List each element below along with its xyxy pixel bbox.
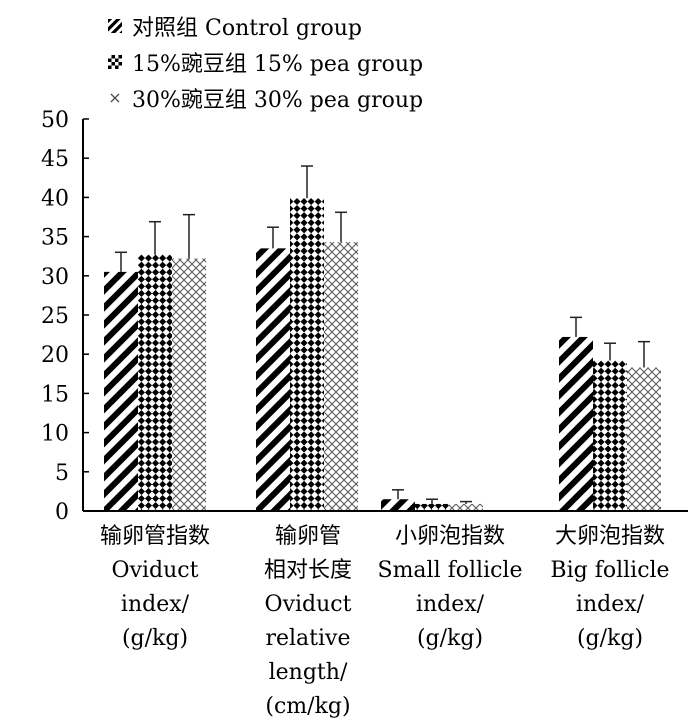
y-tick-label: 35	[41, 226, 69, 251]
x-label-line: (g/kg)	[121, 626, 189, 651]
legend: 对照组 Control group 15%豌豆组 15% pea group ×…	[108, 8, 423, 116]
legend-item-30pea: × 30%豌豆组 30% pea group	[108, 80, 423, 116]
error-bars	[83, 165, 688, 512]
x-label-line: (g/kg)	[576, 626, 644, 651]
legend-item-control: 对照组 Control group	[108, 8, 423, 44]
x-label-line: index/	[575, 592, 645, 617]
y-tick-label: 5	[55, 461, 69, 486]
bar-control	[559, 336, 593, 511]
x-label-small-follicle: 小卵泡指数 Small follicle index/ (g/kg)	[370, 520, 530, 656]
y-axis: 0 5 10 15 20 25 30 35 40 45 50	[41, 108, 89, 525]
bar-control	[381, 499, 415, 511]
bar-15pea	[415, 503, 449, 511]
bar-control	[256, 248, 290, 512]
legend-label-30pea: 30%豌豆组 30% pea group	[132, 88, 424, 113]
bar-15pea	[290, 198, 324, 511]
x-label-line: Oviduct	[264, 592, 352, 617]
bars	[104, 198, 661, 512]
x-label-line: relative	[265, 626, 351, 651]
y-tick-label: 10	[41, 422, 69, 447]
bar-30pea	[324, 242, 358, 511]
x-label-line: 相对长度	[263, 558, 352, 583]
y-tick-label: 15	[41, 382, 69, 407]
y-tick-label: 0	[55, 500, 69, 525]
y-tick-label: 30	[41, 265, 69, 290]
x-label-oviduct-index: 输卵管指数 Oviduct index/ (g/kg)	[75, 520, 235, 656]
x-label-line: Small follicle	[377, 558, 523, 583]
y-tick-label: 20	[41, 343, 69, 368]
x-label-line: Oviduct	[111, 558, 199, 583]
x-label-line: (cm/kg)	[265, 694, 351, 719]
x-label-oviduct-length: 输卵管 相对长度 Oviduct relative length/ (cm/kg…	[228, 520, 388, 724]
x-label-line: index/	[415, 592, 485, 617]
legend-label-15pea: 15%豌豆组 15% pea group	[132, 52, 424, 77]
x-label-line: length/	[268, 660, 348, 685]
y-tick-label: 45	[41, 147, 69, 172]
x-label-big-follicle: 大卵泡指数 Big follicle index/ (g/kg)	[530, 520, 690, 656]
legend-swatch-checker	[108, 55, 122, 69]
x-label-line: (g/kg)	[416, 626, 484, 651]
bar-15pea	[138, 254, 172, 511]
legend-item-15pea: 15%豌豆组 15% pea group	[108, 44, 423, 80]
x-label-line: 输卵管指数	[99, 524, 210, 549]
bar-30pea	[172, 258, 206, 511]
bar-30pea	[627, 367, 661, 511]
x-label-line: 小卵泡指数	[394, 524, 505, 549]
legend-swatch-crosshatch: ×	[108, 88, 122, 107]
bar-30pea	[449, 503, 483, 511]
x-label-line: 大卵泡指数	[554, 524, 665, 549]
legend-swatch-stripes	[108, 19, 122, 33]
y-tick-label: 25	[41, 304, 69, 329]
bar-control	[104, 271, 138, 511]
y-tick-label: 40	[41, 186, 69, 211]
x-label-line: 输卵管	[274, 524, 341, 549]
bar-15pea	[593, 360, 627, 511]
legend-label-control: 对照组 Control group	[132, 16, 362, 41]
y-tick-label: 50	[41, 108, 69, 133]
x-label-line: index/	[120, 592, 190, 617]
x-label-line: Big follicle	[550, 558, 670, 583]
